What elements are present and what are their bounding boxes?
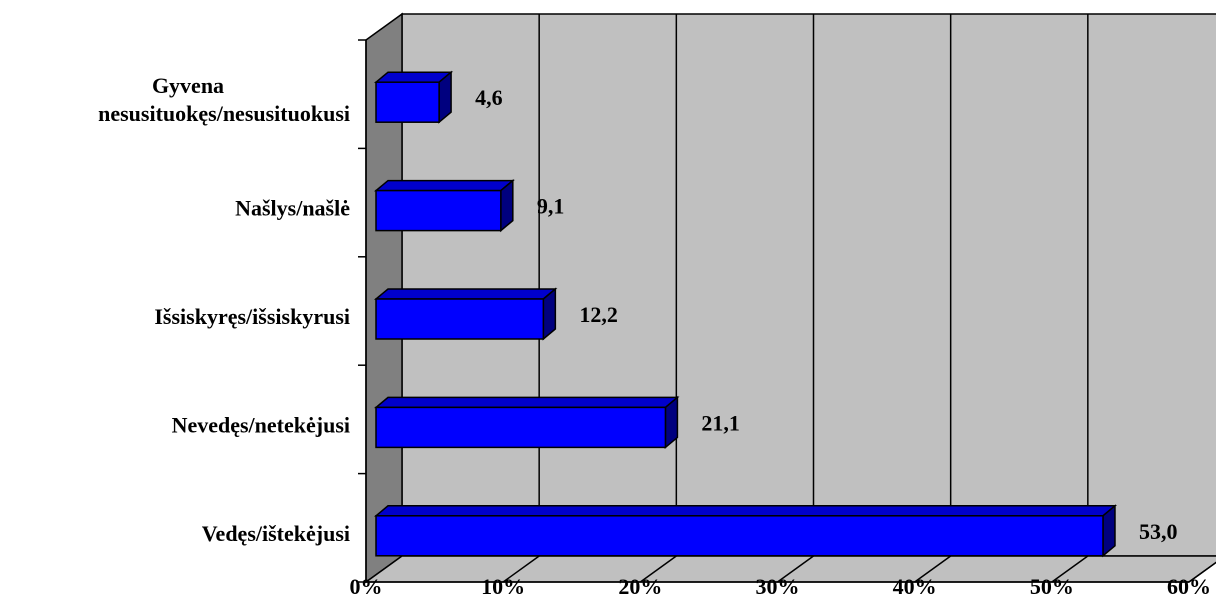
category-label-line: Išsiskyręs/išsiskyrusi (154, 304, 350, 329)
bar-top (373, 179, 515, 192)
gridline-floor (502, 555, 540, 583)
gridline-floor (1051, 555, 1089, 583)
x-tick-label: 50% (1030, 574, 1074, 599)
category-label: Išsiskyręs/išsiskyrusi (154, 304, 350, 329)
gridline-floor (639, 555, 677, 583)
category-label: Gyvena nesusituokęs/nesusituokusi (98, 73, 350, 126)
x-tick-label: 30% (756, 574, 800, 599)
gridline-floor (777, 555, 814, 583)
bar (375, 81, 440, 123)
x-tick-label: 10% (481, 574, 525, 599)
gridline-floor (1188, 561, 1216, 583)
category-label-line: Nevedęs/netekėjusi (172, 412, 350, 437)
category-label-line: Gyvena (152, 73, 224, 98)
category-label-line: nesusituokęs/nesusituokusi (98, 101, 350, 126)
bar (375, 406, 667, 449)
data-label: 4,6 (475, 85, 503, 110)
back-wall (401, 13, 1216, 557)
bar (375, 189, 502, 232)
category-label-line: Vedęs/ištekėjusi (202, 521, 350, 546)
bar-top (373, 396, 680, 409)
bar-top (373, 505, 1118, 517)
data-label: 21,1 (701, 410, 740, 435)
x-tick-label: 20% (618, 574, 662, 599)
category-label-line: Našlys/našlė (235, 196, 350, 221)
category-label: Nevedęs/netekėjusi (172, 412, 350, 437)
bar (375, 298, 545, 340)
data-label: 9,1 (537, 194, 565, 219)
data-label: 12,2 (579, 302, 618, 327)
category-label: Našlys/našlė (235, 196, 350, 221)
data-label: 53,0 (1139, 519, 1178, 544)
x-tick-label: 40% (893, 574, 937, 599)
gridline-floor (914, 555, 952, 583)
x-tick-label: 60% (1167, 574, 1211, 599)
category-label: Vedęs/ištekėjusi (202, 521, 350, 546)
x-tick-label: 0% (350, 574, 383, 599)
bar-top (373, 288, 558, 300)
bar (375, 515, 1104, 557)
